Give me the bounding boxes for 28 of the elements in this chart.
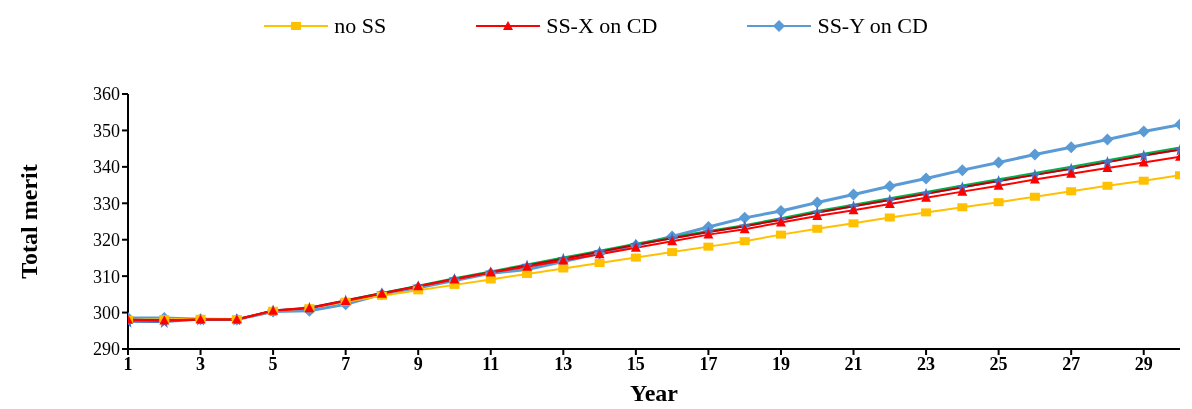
y-tick-label: 340 — [93, 157, 120, 178]
x-tick-label: 19 — [771, 353, 790, 374]
y-tick-label: 350 — [93, 120, 120, 141]
x-tick-label: 1 — [123, 353, 133, 374]
x-tick-label: 3 — [196, 353, 206, 374]
x-tick-label: 21 — [844, 353, 863, 374]
x-tick-label: 17 — [699, 353, 718, 374]
x-tick-label: 13 — [554, 353, 573, 374]
y-axis-title: Total merit — [15, 164, 42, 279]
y-tick-label: 300 — [93, 302, 120, 323]
legend-label: SS-X on CD — [546, 13, 658, 39]
y-tick-label: 310 — [93, 266, 120, 287]
x-tick-label: 15 — [626, 353, 645, 374]
y-tick-label: 320 — [93, 230, 120, 251]
x-tick-label: 23 — [917, 353, 936, 374]
legend-label: SS-Y on CD — [817, 13, 928, 39]
x-tick-label: 9 — [413, 353, 423, 374]
x-tick-label: 29 — [1134, 353, 1153, 374]
x-tick-label: 11 — [482, 353, 500, 374]
x-tick-label: 7 — [341, 353, 351, 374]
legend-label: no SS — [334, 13, 387, 39]
x-tick-label: 25 — [989, 353, 1008, 374]
y-tick-label: 290 — [93, 339, 120, 360]
x-tick-label: 5 — [268, 353, 278, 374]
y-tick-label: 330 — [93, 193, 120, 214]
y-tick-label: 360 — [93, 84, 120, 105]
x-axis-title: Year — [630, 380, 679, 406]
x-tick-label: 27 — [1062, 353, 1081, 374]
